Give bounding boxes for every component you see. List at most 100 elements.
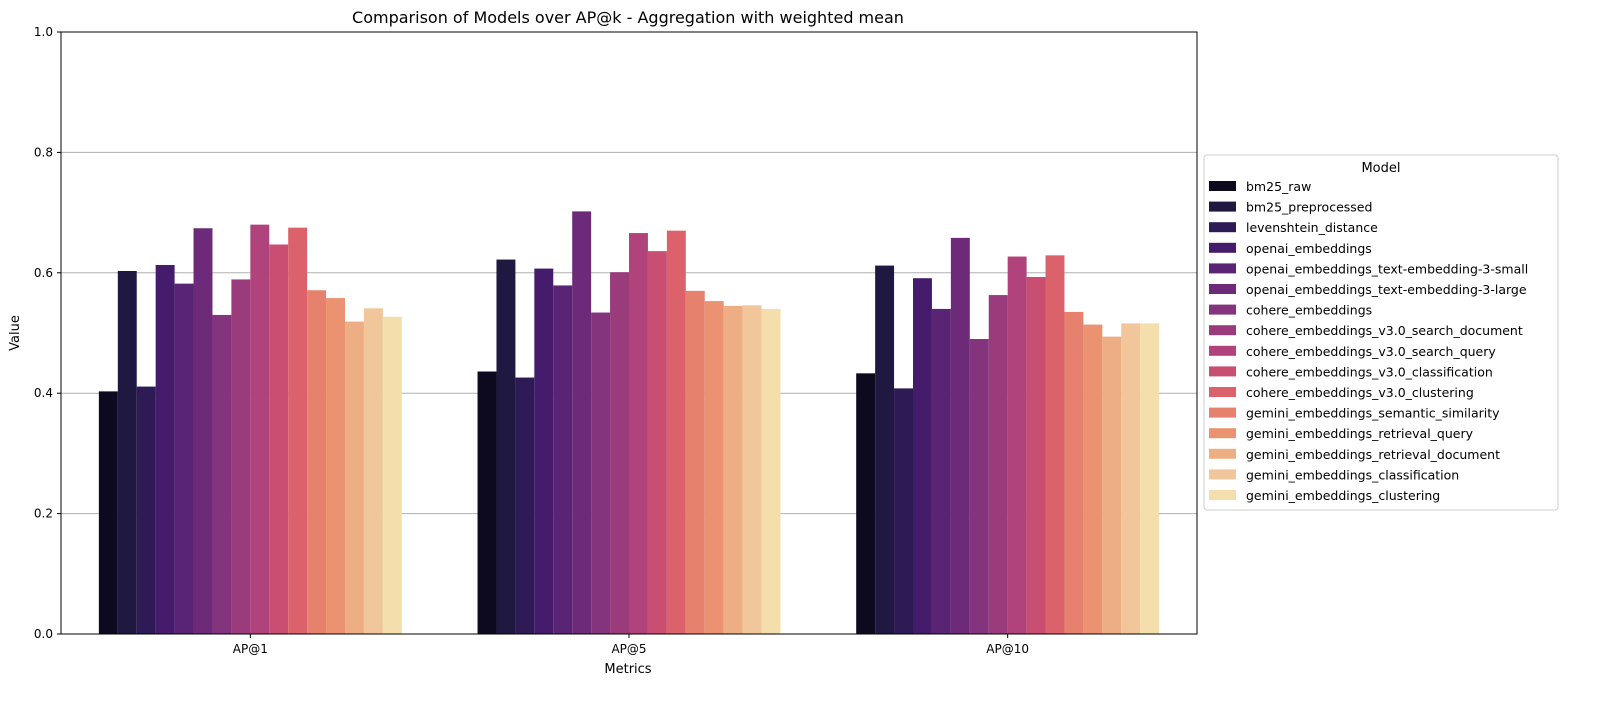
bar-AP@10-cohere_embeddings_v3.0_search_document bbox=[988, 295, 1008, 634]
x-tick-label-1: AP@5 bbox=[611, 642, 646, 656]
legend-swatch-gemini_embeddings_retrieval_query bbox=[1209, 428, 1236, 439]
y-tick-label-0: 0.0 bbox=[34, 627, 53, 641]
bar-AP@10-bm25_preprocessed bbox=[875, 265, 895, 634]
legend-swatch-cohere_embeddings_v3.0_search_document bbox=[1209, 325, 1236, 336]
legend-swatch-gemini_embeddings_clustering bbox=[1209, 490, 1236, 500]
legend-items: bm25_raw bm25_preprocessed levenshtein_dis… bbox=[1209, 179, 1528, 503]
bar-AP@5-bm25_raw bbox=[477, 371, 497, 634]
bar-AP@10-cohere_embeddings_v3.0_search_query bbox=[1007, 256, 1027, 634]
y-tick-label-4: 0.8 bbox=[34, 145, 53, 159]
legend: Model bm25_raw bm25_preprocessed levenshte… bbox=[1203, 154, 1559, 511]
bar-AP@10-cohere_embeddings bbox=[969, 339, 989, 634]
x-tick-label-2: AP@10 bbox=[986, 642, 1029, 656]
legend-swatch-bm25_preprocessed bbox=[1209, 201, 1236, 212]
x-axis: AP@1 AP@5 AP@10 bbox=[233, 634, 1029, 656]
legend-label-bm25_raw: bm25_raw bbox=[1246, 179, 1311, 194]
bar-AP@1-levenshtein_distance bbox=[136, 386, 156, 634]
bar-AP@1-cohere_embeddings_v3.0_search_document bbox=[231, 279, 251, 634]
legend-label-openai_embeddings: openai_embeddings bbox=[1246, 241, 1372, 256]
bar-AP@5-gemini_embeddings_classification bbox=[742, 305, 762, 634]
bar-AP@5-gemini_embeddings_semantic_similarity bbox=[685, 290, 705, 634]
bar-AP@10-bm25_raw bbox=[856, 373, 876, 634]
legend-swatch-cohere_embeddings_v3.0_search_query bbox=[1209, 345, 1236, 356]
bar-AP@10-openai_embeddings_text-embedding-3-large bbox=[950, 237, 970, 634]
bar-AP@10-openai_embeddings bbox=[913, 278, 932, 634]
bar-AP@5-gemini_embeddings_clustering bbox=[761, 308, 781, 634]
bar-AP@1-openai_embeddings bbox=[155, 264, 175, 634]
bar-AP@5-gemini_embeddings_retrieval_query bbox=[704, 301, 724, 634]
legend-swatch-levenshtein_distance bbox=[1209, 222, 1236, 233]
bar-AP@10-levenshtein_distance bbox=[894, 388, 913, 634]
y-axis: 0.0 0.2 0.4 0.6 0.8 1.0 bbox=[34, 25, 61, 641]
bar-AP@1-gemini_embeddings_semantic_similarity bbox=[307, 290, 327, 634]
bar-AP@5-cohere_embeddings_v3.0_classification bbox=[647, 251, 667, 635]
bar-AP@1-openai_embeddings_text-embedding-3-large bbox=[193, 228, 213, 634]
bar-AP@5-openai_embeddings_text-embedding-3-large bbox=[572, 211, 592, 634]
bar-AP@1-openai_embeddings_text-embedding-3-small bbox=[174, 283, 194, 634]
bars bbox=[98, 211, 1160, 635]
bar-AP@5-levenshtein_distance bbox=[515, 377, 535, 634]
bar-AP@10-gemini_embeddings_retrieval_document bbox=[1102, 336, 1122, 634]
legend-swatch-openai_embeddings_text-embedding-3-large bbox=[1209, 284, 1236, 294]
bar-AP@5-cohere_embeddings_v3.0_search_query bbox=[629, 233, 648, 634]
bar-AP@5-bm25_preprocessed bbox=[496, 259, 516, 634]
bar-AP@1-gemini_embeddings_retrieval_query bbox=[326, 298, 345, 634]
bar-AP@10-openai_embeddings_text-embedding-3-small bbox=[931, 308, 951, 634]
y-tick-label-5: 1.0 bbox=[34, 25, 53, 39]
legend-swatch-cohere_embeddings bbox=[1209, 304, 1236, 315]
bar-AP@10-gemini_embeddings_semantic_similarity bbox=[1064, 311, 1084, 634]
bar-AP@1-gemini_embeddings_retrieval_document bbox=[345, 321, 364, 634]
legend-label-levenshtein_distance: levenshtein_distance bbox=[1246, 220, 1378, 235]
bar-AP@1-cohere_embeddings_v3.0_search_query bbox=[250, 224, 270, 634]
legend-label-cohere_embeddings_v3.0_clustering: cohere_embeddings_v3.0_clustering bbox=[1246, 385, 1474, 400]
bar-AP@1-gemini_embeddings_clustering bbox=[382, 316, 402, 634]
y-tick-label-2: 0.4 bbox=[34, 386, 53, 400]
legend-label-gemini_embeddings_semantic_similarity: gemini_embeddings_semantic_similarity bbox=[1246, 406, 1500, 421]
legend-swatch-openai_embeddings bbox=[1209, 242, 1236, 253]
legend-swatch-openai_embeddings_text-embedding-3-small bbox=[1209, 263, 1236, 274]
x-axis-label: Metrics bbox=[604, 662, 651, 677]
bar-AP@5-cohere_embeddings_v3.0_search_document bbox=[610, 272, 629, 634]
bar-AP@5-gemini_embeddings_retrieval_document bbox=[723, 305, 743, 634]
legend-swatch-gemini_embeddings_semantic_similarity bbox=[1209, 407, 1236, 418]
y-tick-label-1: 0.2 bbox=[34, 507, 53, 521]
legend-label-cohere_embeddings_v3.0_search_query: cohere_embeddings_v3.0_search_query bbox=[1246, 344, 1496, 359]
legend-label-openai_embeddings_text-embedding-3-small: openai_embeddings_text-embedding-3-small bbox=[1246, 261, 1528, 276]
bar-AP@10-gemini_embeddings_classification bbox=[1121, 323, 1141, 634]
bar-AP@5-openai_embeddings_text-embedding-3-small bbox=[553, 285, 573, 634]
bar-AP@5-openai_embeddings bbox=[534, 268, 554, 634]
legend-label-gemini_embeddings_retrieval_query: gemini_embeddings_retrieval_query bbox=[1246, 426, 1474, 441]
legend-swatch-gemini_embeddings_classification bbox=[1209, 469, 1236, 480]
bar-AP@10-cohere_embeddings_v3.0_classification bbox=[1026, 277, 1046, 634]
legend-label-bm25_preprocessed: bm25_preprocessed bbox=[1246, 200, 1372, 215]
y-axis-label: Value bbox=[8, 315, 23, 351]
bar-AP@10-gemini_embeddings_retrieval_query bbox=[1083, 324, 1103, 634]
legend-swatch-gemini_embeddings_retrieval_document bbox=[1209, 448, 1236, 459]
bar-AP@1-bm25_preprocessed bbox=[117, 270, 137, 634]
bar-AP@1-cohere_embeddings bbox=[212, 314, 232, 634]
x-tick-label-0: AP@1 bbox=[233, 642, 268, 656]
bar-AP@10-gemini_embeddings_clustering bbox=[1140, 323, 1160, 634]
chart-title: Comparison of Models over AP@k - Aggrega… bbox=[352, 8, 904, 27]
legend-frame bbox=[1203, 154, 1559, 511]
y-tick-label-3: 0.6 bbox=[34, 266, 53, 280]
legend-label-gemini_embeddings_retrieval_document: gemini_embeddings_retrieval_document bbox=[1246, 447, 1500, 462]
bar-AP@1-cohere_embeddings_v3.0_classification bbox=[269, 244, 289, 635]
legend-label-gemini_embeddings_clustering: gemini_embeddings_clustering bbox=[1246, 488, 1440, 503]
bar-AP@1-cohere_embeddings_v3.0_clustering bbox=[288, 227, 308, 634]
bar-AP@5-cohere_embeddings bbox=[591, 312, 611, 634]
bar-AP@10-cohere_embeddings_v3.0_clustering bbox=[1045, 255, 1065, 635]
bar-AP@1-gemini_embeddings_classification bbox=[363, 308, 383, 634]
legend-label-gemini_embeddings_classification: gemini_embeddings_classification bbox=[1246, 467, 1459, 482]
legend-swatch-cohere_embeddings_v3.0_clustering bbox=[1209, 387, 1236, 397]
legend-label-openai_embeddings_text-embedding-3-large: openai_embeddings_text-embedding-3-large bbox=[1246, 282, 1527, 297]
bar-AP@5-cohere_embeddings_v3.0_clustering bbox=[666, 230, 686, 634]
legend-label-cohere_embeddings: cohere_embeddings bbox=[1246, 303, 1372, 318]
legend-label-cohere_embeddings_v3.0_classification: cohere_embeddings_v3.0_classification bbox=[1246, 364, 1493, 379]
legend-label-cohere_embeddings_v3.0_search_document: cohere_embeddings_v3.0_search_document bbox=[1246, 323, 1523, 338]
legend-title: Model bbox=[1361, 161, 1400, 176]
legend-swatch-cohere_embeddings_v3.0_classification bbox=[1209, 366, 1236, 377]
legend-swatch-bm25_raw bbox=[1209, 181, 1236, 191]
bar-AP@1-bm25_raw bbox=[98, 391, 118, 634]
